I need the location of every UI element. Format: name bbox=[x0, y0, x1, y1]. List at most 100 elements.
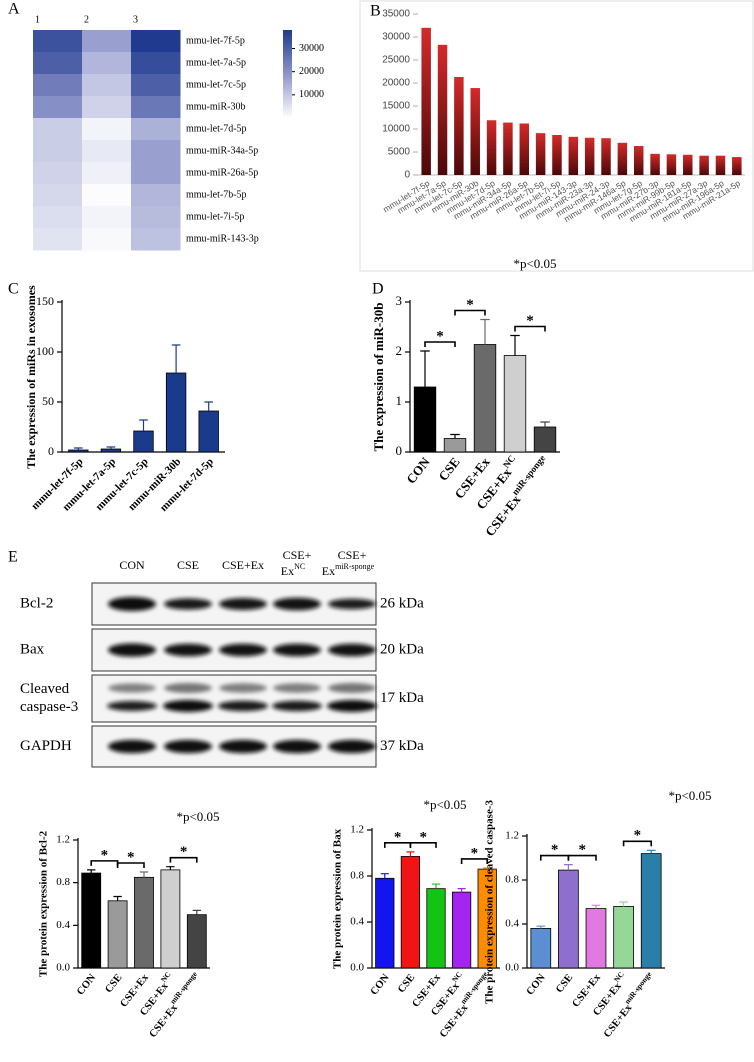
error-bar bbox=[139, 419, 148, 431]
y-tick-label: 0.4 bbox=[505, 918, 519, 930]
significance-label: * bbox=[419, 829, 427, 845]
blot-band bbox=[328, 739, 376, 754]
blot-band bbox=[219, 739, 267, 754]
blot-band bbox=[164, 683, 212, 693]
y-tick-label: 5000 bbox=[388, 147, 411, 158]
error-bar bbox=[87, 869, 96, 874]
significance-label: * bbox=[394, 829, 402, 845]
heatmap-cell bbox=[33, 228, 83, 251]
bar bbox=[133, 430, 154, 453]
y-tick-label: 0.4 bbox=[56, 919, 70, 931]
significance-bracket bbox=[116, 862, 145, 868]
heatmap-cell bbox=[82, 140, 132, 163]
error-bar bbox=[171, 344, 181, 373]
panel-letter: C bbox=[8, 281, 19, 298]
y-axis-label: The expression of miRs in exosomes bbox=[24, 285, 38, 469]
bar bbox=[134, 876, 154, 969]
bar bbox=[699, 155, 709, 175]
y-tick-label: 20000 bbox=[382, 78, 410, 89]
bar bbox=[454, 77, 464, 175]
column-label: 2 bbox=[84, 14, 89, 25]
blot-size-label: 17 kDa bbox=[380, 690, 424, 706]
heatmap-cell bbox=[82, 74, 132, 97]
error-bar bbox=[450, 433, 460, 439]
bar bbox=[558, 869, 579, 969]
bar bbox=[165, 372, 187, 453]
x-tick-label: CON bbox=[403, 454, 433, 486]
heatmap-cell bbox=[131, 140, 181, 163]
bar bbox=[470, 88, 480, 175]
bar bbox=[666, 154, 677, 175]
significance-note: *p<0.05 bbox=[423, 797, 466, 812]
x-tick-label: CON bbox=[75, 972, 98, 997]
bar bbox=[437, 44, 448, 175]
bar bbox=[107, 900, 128, 969]
y-axis-label: The protein expression of cleaved caspas… bbox=[484, 800, 496, 1004]
y-tick-label: 0.8 bbox=[56, 876, 70, 888]
significance-note: *p<0.05 bbox=[176, 809, 219, 824]
bar bbox=[443, 438, 467, 453]
row-label: mmu-let-7c-5p bbox=[186, 79, 246, 90]
blot-band bbox=[108, 739, 156, 754]
bar bbox=[413, 386, 437, 453]
row-label: mmu-miR-34a-5p bbox=[186, 145, 258, 156]
bar bbox=[613, 906, 634, 969]
y-tick-label: 0.0 bbox=[56, 962, 70, 974]
error-bar bbox=[457, 888, 466, 893]
blot-row-label: Cleaved bbox=[20, 681, 70, 697]
y-tick-label: 0.8 bbox=[505, 874, 519, 886]
significance-bracket bbox=[460, 858, 488, 864]
y-tick-label: 0.8 bbox=[350, 870, 364, 882]
y-tick-label: 3 bbox=[396, 293, 403, 308]
blot-band bbox=[327, 700, 377, 712]
category-superscript: miR-sponge bbox=[168, 969, 199, 1005]
y-tick-label: 150 bbox=[36, 294, 54, 308]
blot-band bbox=[218, 700, 268, 712]
heatmap-cell bbox=[82, 118, 132, 141]
category-text: CSE bbox=[554, 973, 575, 996]
bar bbox=[503, 355, 527, 453]
bar bbox=[568, 136, 579, 175]
error-bar bbox=[510, 334, 520, 356]
heatmap-cell bbox=[131, 74, 181, 97]
error-bar bbox=[536, 925, 546, 929]
heatmap-cell bbox=[131, 184, 181, 207]
blot-band bbox=[108, 683, 156, 693]
blot-row-label: Bcl-2 bbox=[20, 595, 53, 611]
significance-bracket bbox=[424, 341, 456, 347]
blot-row-label: caspase-3 bbox=[20, 699, 78, 715]
y-tick-label: 1.2 bbox=[505, 830, 519, 842]
heatmap-cell bbox=[33, 184, 83, 207]
heatmap-cell bbox=[33, 52, 83, 75]
significance-note: *p<0.05 bbox=[513, 256, 556, 271]
significance-bracket bbox=[622, 840, 652, 847]
column-label: 1 bbox=[35, 14, 40, 25]
blot-band bbox=[328, 683, 376, 693]
blot-size-label: 37 kDa bbox=[380, 738, 424, 754]
bar bbox=[421, 27, 431, 175]
panel-letter: A bbox=[8, 1, 20, 18]
heatmap-cell bbox=[131, 162, 181, 185]
error-bar bbox=[192, 909, 201, 915]
blot-band bbox=[328, 598, 376, 610]
colorbar-tick-label: 20000 bbox=[299, 66, 324, 77]
y-axis-label: The protein expression of Bcl-2 bbox=[38, 830, 50, 977]
error-bar bbox=[483, 867, 492, 870]
heatmap-cell bbox=[131, 96, 181, 119]
bar bbox=[640, 853, 662, 969]
blot-band bbox=[108, 597, 156, 611]
blot-band bbox=[273, 683, 321, 693]
bar bbox=[68, 449, 89, 453]
y-tick-label: 0 bbox=[48, 444, 54, 458]
heatmap-cell bbox=[82, 30, 132, 53]
lane-label: CON bbox=[119, 558, 145, 572]
colorbar bbox=[283, 30, 292, 118]
x-tick-label: CON bbox=[369, 972, 392, 997]
row-label: mmu-let-7i-5p bbox=[186, 211, 244, 222]
y-tick-label: 1 bbox=[396, 393, 403, 408]
category-text: CSE bbox=[396, 973, 417, 996]
blot-band bbox=[164, 598, 212, 610]
heatmap-cell bbox=[131, 52, 181, 75]
column-label: 3 bbox=[133, 14, 138, 25]
